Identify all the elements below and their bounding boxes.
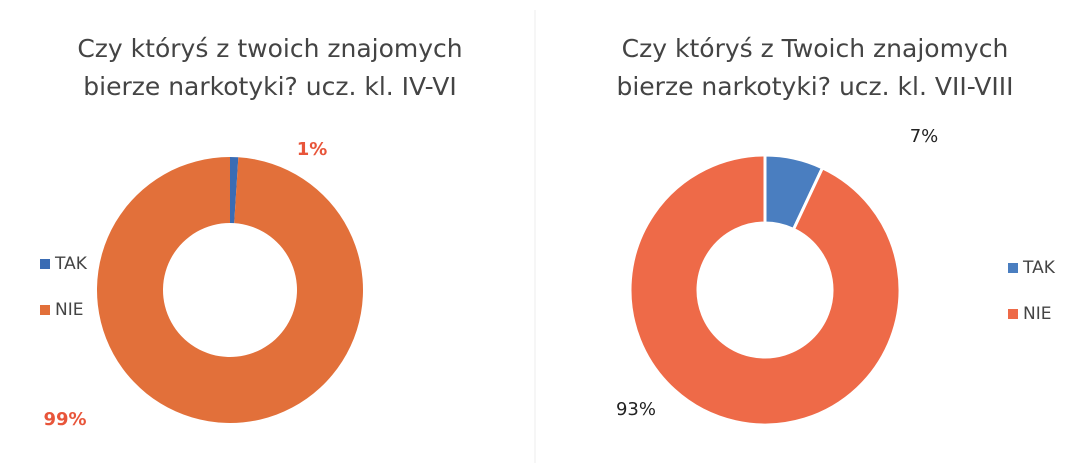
legend-swatch: [40, 305, 50, 315]
legend-swatch: [1008, 263, 1018, 273]
donut-segment: [628, 153, 902, 427]
chart-title: Czy któryś z Twoich znajomych: [622, 34, 1009, 63]
data-label: 1%: [297, 139, 328, 160]
legend-label: NIE: [55, 300, 83, 320]
donut-segment: [96, 157, 363, 424]
legend-label: TAK: [54, 254, 88, 274]
data-label: 99%: [43, 409, 86, 430]
legend-swatch: [1008, 309, 1018, 319]
legend-label: TAK: [1022, 258, 1056, 278]
chart-title: bierze narkotyki? ucz. kl. IV-VI: [83, 72, 456, 101]
legend-swatch: [40, 259, 50, 269]
data-label: 7%: [910, 126, 939, 147]
chart-title: bierze narkotyki? ucz. kl. VII-VIII: [616, 72, 1013, 101]
data-label: 93%: [616, 399, 656, 420]
donut-segment: [230, 157, 239, 224]
legend-label: NIE: [1023, 304, 1051, 324]
chart-title: Czy któryś z twoich znajomych: [77, 34, 462, 63]
